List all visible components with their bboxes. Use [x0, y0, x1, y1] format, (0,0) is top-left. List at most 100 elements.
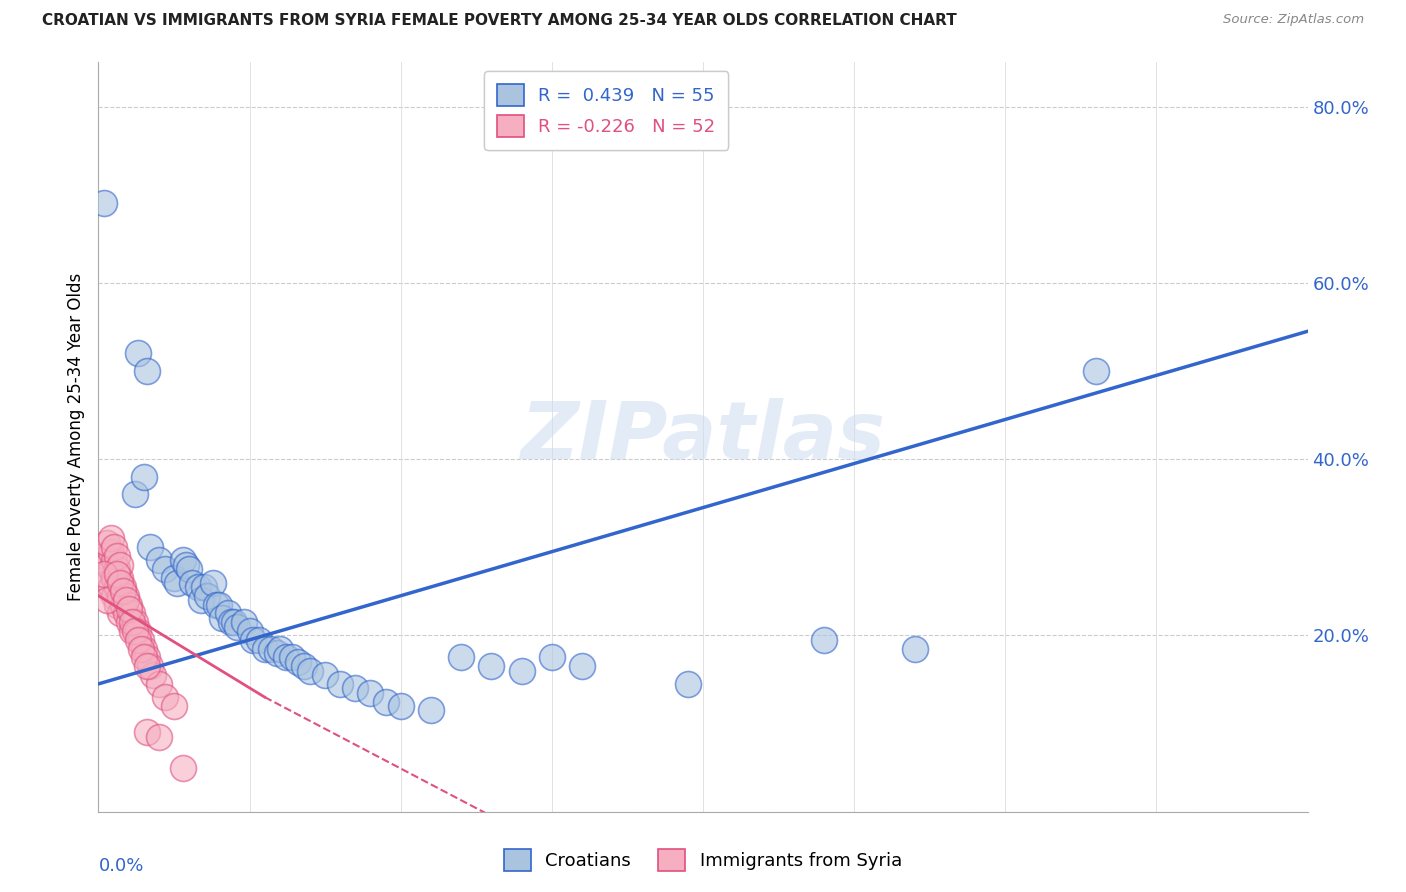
Point	[904, 641, 927, 656]
Point	[211, 611, 233, 625]
Point	[135, 659, 157, 673]
Point	[100, 562, 122, 576]
Point	[172, 553, 194, 567]
Point	[232, 615, 254, 630]
Point	[105, 549, 128, 563]
Point	[103, 571, 125, 585]
Point	[103, 589, 125, 603]
Point	[93, 196, 115, 211]
Point	[253, 641, 276, 656]
Point	[108, 575, 131, 590]
Point	[481, 659, 503, 673]
Point	[187, 580, 209, 594]
Point	[314, 668, 336, 682]
Point	[1085, 364, 1108, 378]
Point	[124, 615, 146, 630]
Point	[374, 694, 396, 708]
Point	[135, 650, 157, 665]
Point	[571, 659, 593, 673]
Point	[153, 562, 176, 576]
Point	[195, 589, 218, 603]
Point	[108, 571, 131, 585]
Point	[108, 607, 131, 621]
Point	[111, 598, 134, 612]
Point	[676, 677, 699, 691]
Point	[96, 536, 118, 550]
Point	[166, 575, 188, 590]
Point	[129, 641, 152, 656]
Point	[132, 641, 155, 656]
Point	[121, 615, 143, 630]
Point	[105, 598, 128, 612]
Point	[217, 607, 239, 621]
Point	[132, 469, 155, 483]
Point	[274, 650, 297, 665]
Point	[242, 632, 264, 647]
Point	[96, 558, 118, 572]
Point	[163, 571, 186, 585]
Text: ZIPatlas: ZIPatlas	[520, 398, 886, 476]
Legend: Croatians, Immigrants from Syria: Croatians, Immigrants from Syria	[496, 842, 910, 879]
Point	[135, 725, 157, 739]
Point	[510, 664, 533, 678]
Point	[100, 544, 122, 558]
Point	[193, 580, 215, 594]
Point	[153, 690, 176, 705]
Point	[96, 575, 118, 590]
Legend: R =  0.439   N = 55, R = -0.226   N = 52: R = 0.439 N = 55, R = -0.226 N = 52	[484, 71, 728, 150]
Point	[389, 698, 412, 713]
Point	[111, 584, 134, 599]
Point	[221, 615, 243, 630]
Point	[93, 549, 115, 563]
Point	[100, 532, 122, 546]
Point	[450, 650, 472, 665]
Point	[281, 650, 304, 665]
Point	[108, 589, 131, 603]
Point	[139, 659, 162, 673]
Point	[108, 558, 131, 572]
Point	[287, 655, 309, 669]
Point	[114, 589, 136, 603]
Point	[124, 624, 146, 638]
Point	[260, 641, 283, 656]
Point	[329, 677, 352, 691]
Point	[129, 632, 152, 647]
Point	[118, 598, 141, 612]
Point	[105, 566, 128, 581]
Point	[100, 580, 122, 594]
Point	[172, 761, 194, 775]
Point	[135, 364, 157, 378]
Point	[121, 607, 143, 621]
Point	[224, 615, 246, 630]
Point	[105, 580, 128, 594]
Point	[299, 664, 322, 678]
Text: 0.0%: 0.0%	[98, 856, 143, 875]
Point	[540, 650, 562, 665]
Y-axis label: Female Poverty Among 25-34 Year Olds: Female Poverty Among 25-34 Year Olds	[66, 273, 84, 601]
Point	[121, 624, 143, 638]
Point	[114, 593, 136, 607]
Point	[127, 346, 149, 360]
Point	[420, 703, 443, 717]
Point	[181, 575, 204, 590]
Point	[247, 632, 270, 647]
Point	[111, 580, 134, 594]
Point	[139, 541, 162, 555]
Point	[163, 698, 186, 713]
Point	[174, 558, 197, 572]
Point	[105, 562, 128, 576]
Point	[202, 575, 225, 590]
Point	[179, 562, 201, 576]
Point	[239, 624, 262, 638]
Point	[124, 487, 146, 501]
Point	[93, 566, 115, 581]
Point	[127, 632, 149, 647]
Point	[118, 602, 141, 616]
Point	[103, 541, 125, 555]
Point	[114, 607, 136, 621]
Point	[226, 619, 249, 633]
Point	[266, 646, 288, 660]
Point	[813, 632, 835, 647]
Point	[118, 615, 141, 630]
Point	[148, 553, 170, 567]
